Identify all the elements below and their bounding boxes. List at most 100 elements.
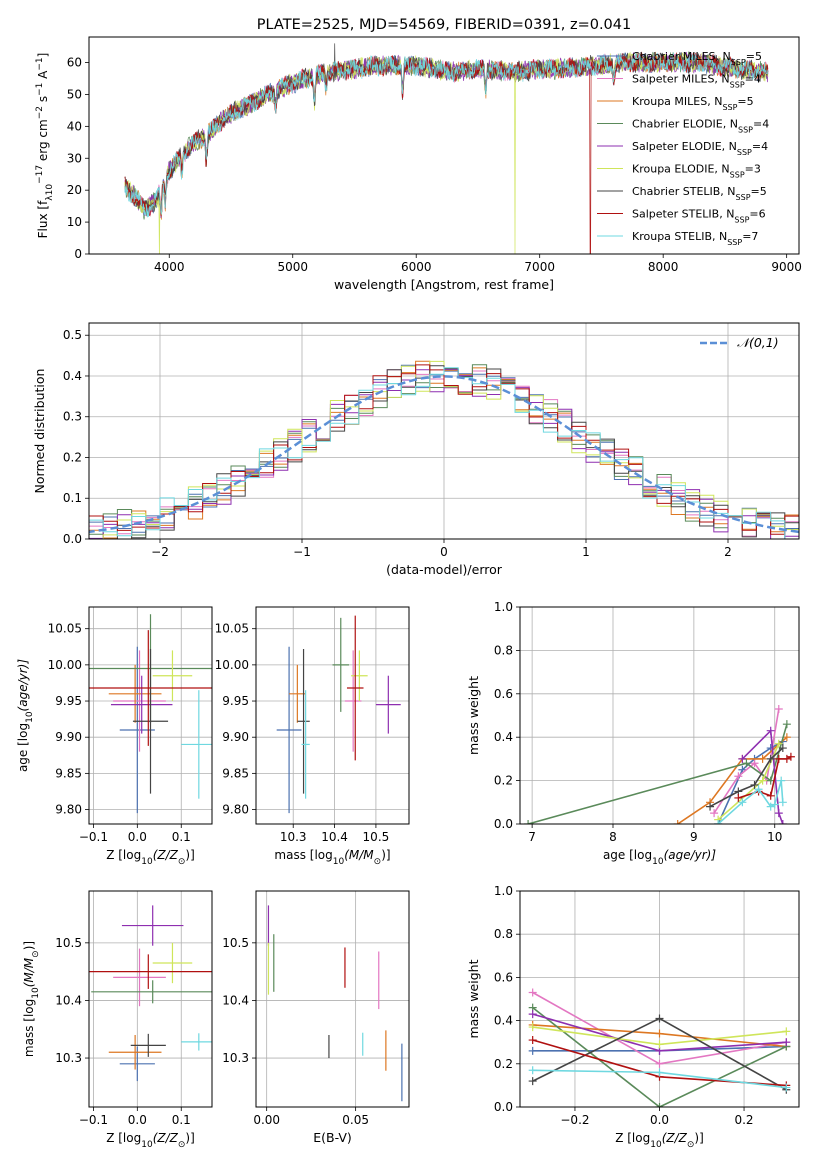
weight-marker: [655, 1103, 664, 1107]
weight-marker: [528, 1036, 537, 1045]
label-part: (Z/Z: [153, 848, 179, 862]
weight-marker: [778, 744, 787, 753]
legend-n-ssp: 7: [751, 230, 758, 243]
legend-entry: Chabrier ELODIE, NSSP=4: [632, 118, 769, 135]
weight-marker: [758, 776, 767, 785]
weight-marker: [742, 759, 751, 768]
label-part: (Z/Z: [662, 1131, 688, 1145]
axes-frame: [88, 890, 213, 1108]
y-tick-label: 0.4: [494, 730, 513, 744]
y-axis-label: mass [log10(M/M⊙)]: [22, 941, 41, 1057]
label-part: Z [log: [106, 1131, 141, 1145]
error-bar-point: [276, 646, 302, 814]
weight-marker: [777, 776, 786, 785]
legend-series-name: Salpeter STELIB, N: [632, 208, 734, 221]
label-part: Z [log: [615, 1131, 650, 1145]
chart-mass_vs_ebv: 0.00 0.05 10.3 10.4 10.5 E(B-V): [222, 890, 410, 1145]
x-tick-label: 0.1: [172, 1113, 191, 1127]
ticks: −2 −1 0 1 2 0.0 0.1 0.2 0.3 0.4 0.5: [63, 328, 732, 559]
label-part: (Z/Z: [153, 1131, 179, 1145]
label-part: λ: [45, 195, 55, 201]
x-tick-label: 7000: [524, 260, 555, 274]
label-part: −2: [35, 106, 45, 119]
label-part: )]: [694, 1131, 703, 1145]
legend-subscript: SSP: [731, 58, 746, 67]
weight-marker: [778, 820, 787, 824]
legend-equals: =: [745, 163, 754, 176]
y-tick-label: 0.6: [494, 970, 513, 984]
error-bar-point: [375, 675, 401, 734]
weight-series: [528, 1010, 791, 1055]
x-tick-label: 8000: [648, 260, 679, 274]
legend-equals: =: [742, 230, 751, 243]
label-part: age [log: [603, 848, 652, 862]
error-bar-point: [108, 664, 162, 723]
legend-series-name: Kroupa ELODIE, N: [632, 163, 730, 176]
label-part: Z [log: [106, 848, 141, 862]
legend-subscript: SSP: [738, 125, 753, 134]
plot-area: [524, 704, 795, 824]
label-part: ⊙: [178, 857, 186, 867]
x-tick-label: 0.05: [342, 1113, 369, 1127]
label-part: −17: [35, 165, 45, 184]
weight-series: [706, 744, 787, 811]
y-tick-label: 10.00: [215, 658, 249, 672]
axes-frame: [88, 606, 213, 825]
weight-marker: [782, 733, 791, 742]
y-tick-label: 9.95: [222, 694, 249, 708]
legend-n-ssp: 4: [762, 118, 769, 131]
legend-entry: Kroupa STELIB, NSSP=7: [632, 230, 758, 247]
weight-marker: [782, 1027, 791, 1036]
weight-marker: [734, 793, 743, 802]
x-tick-label: 10.3: [280, 830, 307, 844]
y-axis-label: age [log10(age/yr)]: [16, 659, 35, 772]
y-tick-label: 9.90: [222, 730, 249, 744]
label-part: 10: [333, 857, 345, 867]
legend-equals: =: [749, 208, 758, 221]
label-part: )]: [185, 848, 194, 862]
error-bar-point: [132, 648, 169, 794]
weight-marker: [770, 800, 779, 809]
weight-marker: [758, 754, 767, 763]
x-axis-label: wavelength [Angstrom, rest frame]: [334, 277, 554, 292]
x-axis-label: (data-model)/error: [386, 562, 503, 577]
legend-series-name: Salpeter MILES, N: [632, 73, 730, 86]
error-bar-point: [89, 954, 212, 989]
ticks: 4000 5000 6000 7000 8000 9000 0 10 20 30 40 50 60: [67, 56, 802, 274]
x-tick-label: 0.00: [253, 1113, 280, 1127]
legend-series-name: Salpeter ELODIE, N: [632, 140, 737, 153]
y-tick-label: 50: [67, 87, 82, 101]
x-axis-label: Z [log10(Z/Z⊙)]: [615, 1131, 704, 1150]
axes-frame: [255, 890, 410, 1108]
label-part: ⊙: [687, 1140, 695, 1150]
x-tick-label: 10.5: [363, 830, 390, 844]
weight-marker: [766, 754, 775, 763]
weight-marker: [706, 802, 715, 811]
plot-area: [528, 988, 791, 1107]
label-part: )]: [185, 1131, 194, 1145]
x-tick-label: 5000: [277, 260, 308, 274]
weight-marker: [774, 704, 783, 713]
legend-subscript: SSP: [734, 215, 749, 224]
y-tick-label: 0.0: [494, 817, 513, 831]
weight-marker: [710, 809, 719, 818]
y-tick-label: 0.2: [494, 1057, 513, 1071]
x-tick-label: 8: [609, 830, 617, 844]
label-part: mass [log: [22, 999, 36, 1057]
chart-massweight_vs_z: −0.2 0.0 0.2 0.0 0.2 0.4 0.6 0.8 1.0 Z [log10(Z/Z…: [466, 884, 800, 1150]
error-bar-point: [346, 615, 364, 761]
legend-entry: Salpeter ELODIE, NSSP=4: [632, 140, 768, 157]
label-part: 10: [650, 1140, 662, 1150]
y-tick-label: 10: [67, 215, 82, 229]
x-tick-label: 2: [724, 545, 732, 559]
weight-marker: [655, 1068, 664, 1077]
x-tick-label: 4000: [154, 260, 185, 274]
grid: [89, 891, 212, 1107]
ticks: −0.1 0.0 0.1 10.3 10.4 10.5: [55, 936, 191, 1127]
plot-area: [276, 615, 401, 814]
legend-series-name: Chabrier STELIB, N: [632, 185, 736, 198]
x-tick-label: 9: [690, 830, 698, 844]
weight-marker: [528, 1010, 537, 1019]
weight-marker: [738, 754, 747, 763]
weight-marker: [774, 809, 783, 818]
